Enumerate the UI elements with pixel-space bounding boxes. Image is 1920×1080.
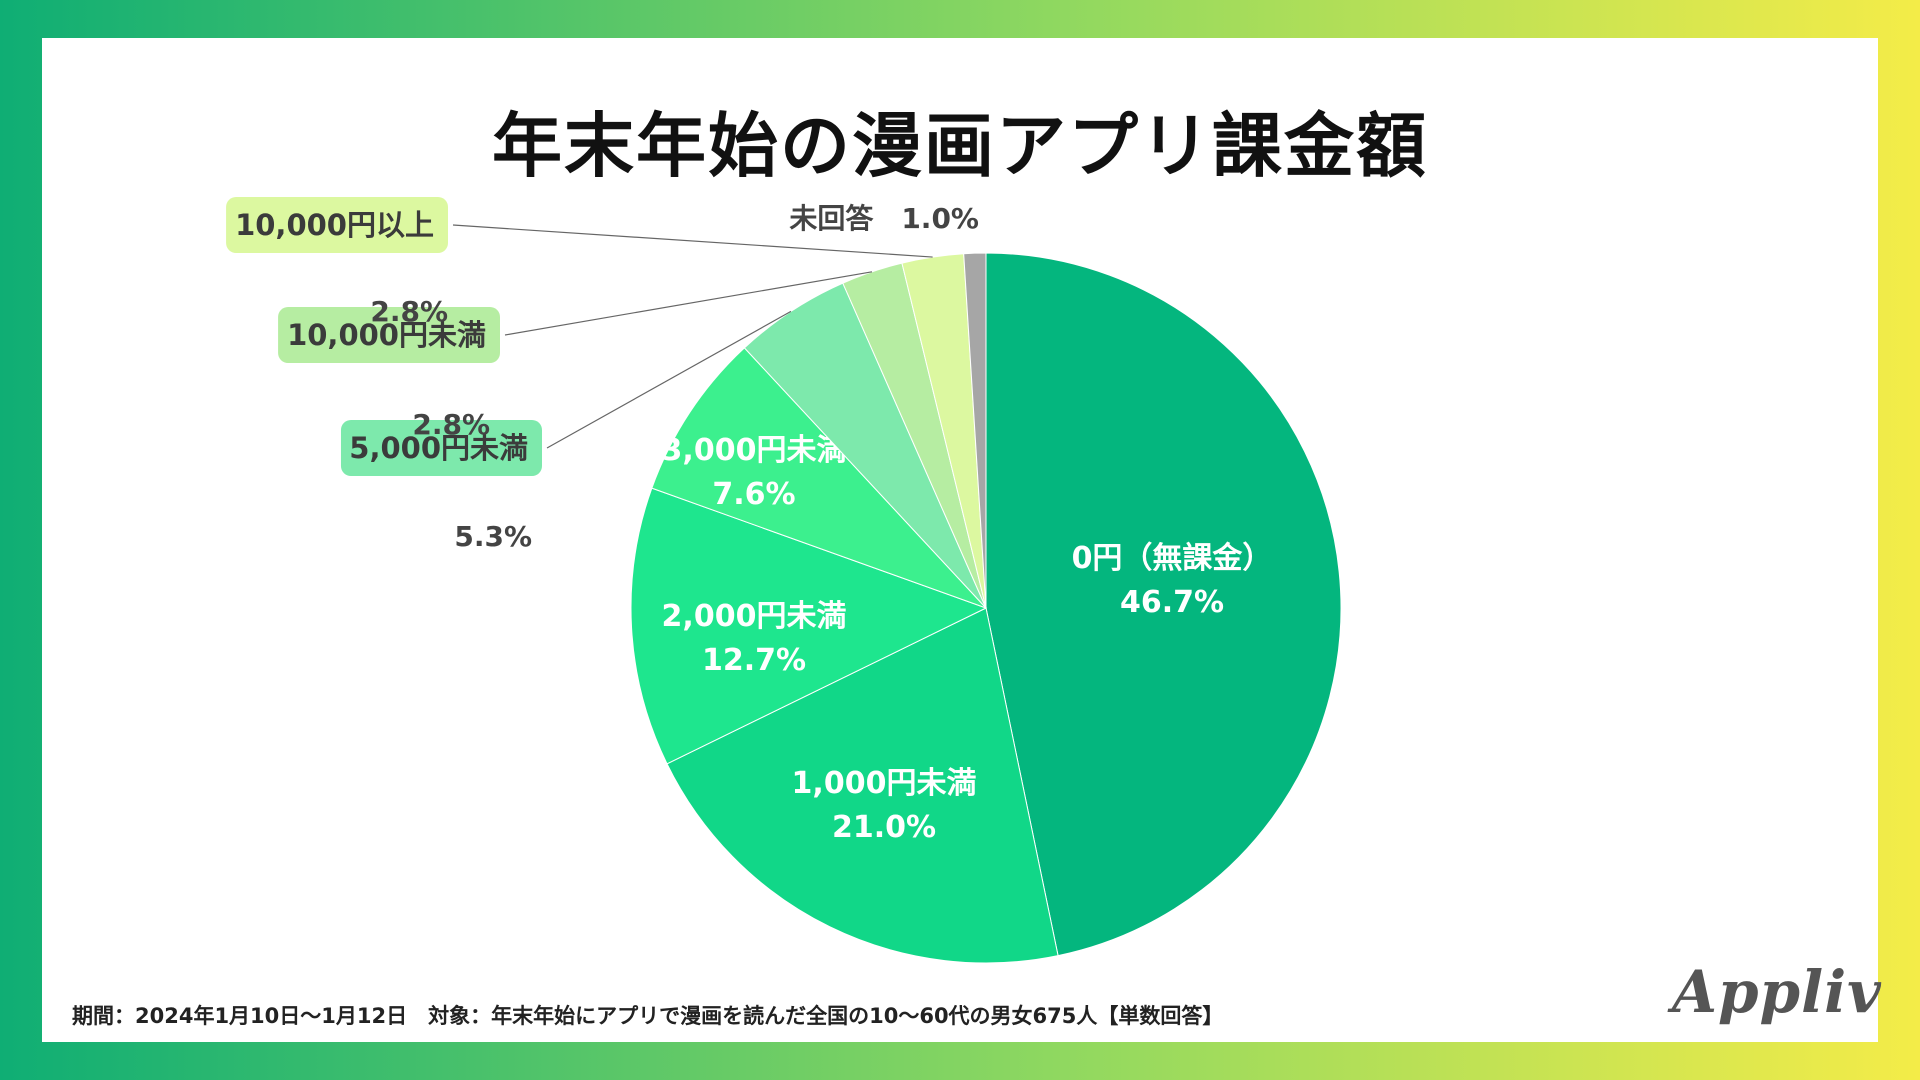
pie-slice-1 — [666, 607, 1059, 964]
chart-card: 年末年始の漫画アプリ課金額 0円（無課金） 46.7% 1,000円未満 21.0% 2… — [42, 38, 1881, 1042]
slice-label-3: 3,000円未満 — [662, 433, 847, 468]
slice-value-2: 12.7% — [702, 643, 806, 678]
callout-value-6: 2.8% — [370, 295, 448, 328]
callout-label-5: 10,000円未満 — [287, 318, 486, 352]
pie-slice-7 — [963, 252, 987, 609]
callout-value-4: 5.3% — [454, 520, 532, 553]
pie-chart: 0円（無課金） 46.7% 1,000円未満 21.0% 2,000円未満 12.7% 3,… — [226, 197, 1342, 964]
footnote: 期間：2024年1月10日〜1月12日 対象：年末年始にアプリで漫画を読んだ全国… — [72, 1004, 1224, 1028]
pie-slice-2 — [630, 487, 988, 765]
callout-pill-4 — [340, 420, 542, 476]
callout-line-4 — [546, 310, 792, 449]
slice-value-3: 7.6% — [712, 477, 795, 512]
callout-line-5 — [504, 271, 873, 336]
slice-label-2: 2,000円未満 — [662, 599, 847, 634]
chart-title: 年末年始の漫画アプリ課金額 — [492, 105, 1428, 187]
callout-line-6 — [452, 224, 933, 258]
slice-value-0: 46.7% — [1120, 585, 1224, 620]
slice-label-0: 0円（無課金） — [1072, 541, 1273, 576]
slice-label-1: 1,000円未満 — [792, 766, 977, 801]
top-label-7: 未回答 1.0% — [789, 202, 979, 235]
pie-slice-0 — [985, 252, 1342, 957]
slice-value-1: 21.0% — [832, 810, 936, 845]
callout-pill-6 — [226, 197, 448, 253]
callout-pill-5 — [278, 307, 500, 363]
callout-label-6: 10,000円以上 — [235, 208, 434, 242]
callout-value-5: 2.8% — [412, 408, 490, 441]
pie-slice-3 — [651, 347, 987, 609]
callout-label-4: 5,000円未満 — [349, 431, 528, 465]
appliv-logo: Appliv — [1672, 958, 1882, 1026]
